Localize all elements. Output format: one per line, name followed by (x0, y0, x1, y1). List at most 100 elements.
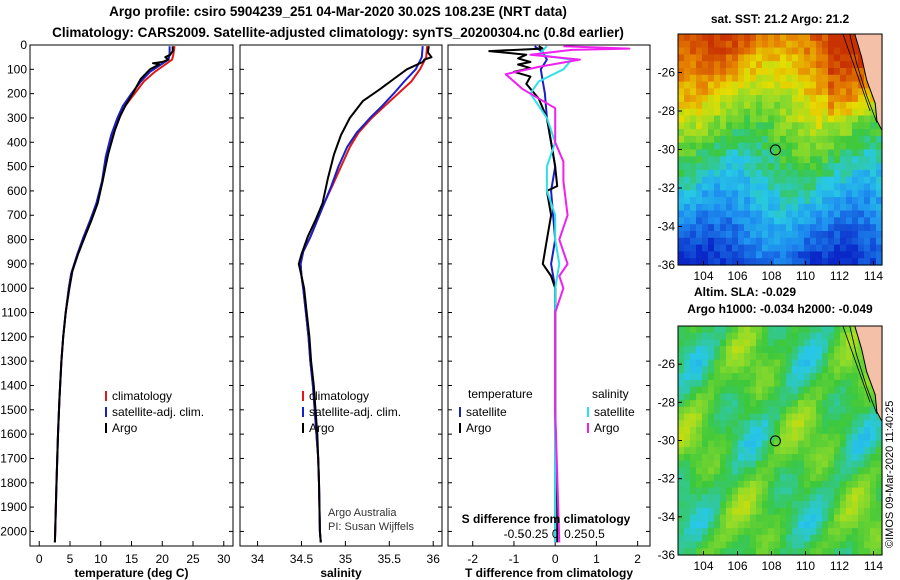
sst_map-cell (678, 135, 685, 144)
sst_map-cell (762, 176, 769, 185)
sla_map-cell (774, 487, 781, 495)
sla_map-cell (798, 339, 805, 347)
sst_map-cell (750, 74, 757, 83)
sla_map-cell (816, 326, 823, 334)
sst_map-cell (798, 108, 805, 117)
sla_map-cell (792, 393, 799, 401)
sla_map-contour (842, 325, 871, 403)
sla_map-cell (798, 373, 805, 381)
sst_map-cell (750, 149, 757, 157)
sst_map-cell (726, 224, 733, 232)
sla_map-cell (786, 467, 793, 475)
sla_map-cell (834, 352, 841, 361)
sst_map-cell (690, 95, 697, 103)
sst_map-cell (786, 61, 793, 69)
sla_map-cell (816, 494, 823, 502)
sla_map-cell (816, 393, 823, 401)
sla_map-cell (804, 413, 811, 421)
sst_map-cell (798, 81, 805, 89)
sst_map-cell (810, 210, 817, 218)
sla_map-cell (696, 433, 703, 442)
sla_map-cell (720, 406, 727, 415)
sst_map-cell (810, 95, 817, 103)
sst_map-cell (846, 74, 853, 83)
sst_map-cell (864, 156, 871, 164)
sla_map-cell (708, 359, 715, 367)
sst_map-cell (804, 169, 811, 178)
sst_map-cell (768, 224, 775, 232)
sst_map-cell (804, 190, 811, 198)
sla_map-cell (684, 413, 691, 421)
sst_map-cell (846, 190, 853, 198)
sst_map-cell (750, 176, 757, 185)
sla_map-cell (744, 467, 751, 475)
sst_map-cell (816, 34, 823, 42)
sla_map-cell (750, 440, 757, 448)
sst_map-cell (834, 47, 841, 55)
sla_map-cell (834, 386, 841, 394)
sst_map-cell (684, 244, 691, 252)
sla_map-cell (804, 386, 811, 394)
sla_map-cell (750, 454, 757, 462)
sst_map-cell (750, 156, 757, 164)
sst_map-cell (780, 74, 787, 83)
sla_map-lon-tick-label: 112 (830, 559, 849, 573)
sla_map-cell (684, 386, 691, 394)
sla_map-cell (822, 480, 829, 489)
sst_map-cell (678, 40, 685, 49)
sla_map-cell (750, 339, 757, 347)
sla_map-cell (756, 400, 763, 408)
sst_map-cell (786, 244, 793, 252)
sst_map-cell (738, 108, 745, 117)
sst_map-cell (750, 169, 757, 178)
sla_map-cell (720, 420, 727, 428)
sst_map-cell (834, 115, 841, 123)
sla_map-cell (846, 541, 853, 549)
sst_map-cell (828, 61, 835, 69)
sla_map-cell (810, 433, 817, 442)
sst_map-cell (768, 237, 775, 246)
sla_map-cell (876, 447, 883, 455)
sla_map-cell (708, 548, 715, 556)
sla_map-cell (696, 487, 703, 495)
sla_map-cell (678, 474, 685, 482)
sst_map-cell (804, 163, 811, 171)
sla_map-cell (864, 474, 871, 482)
sst_map-cell (774, 68, 781, 76)
sst_map-cell (858, 237, 865, 246)
sla_map-cell (852, 501, 859, 509)
sst_map-cell (786, 190, 793, 198)
sst_map-cell (690, 74, 697, 83)
sla_map-cell (870, 467, 877, 475)
sla_map-cell (846, 487, 853, 495)
sst_map-cell (696, 81, 703, 89)
sla_map-cell (816, 406, 823, 415)
sla_map-cell (726, 427, 733, 435)
sst_map-cell (714, 135, 721, 144)
sla_map-cell (810, 352, 817, 361)
sla_map-cell (732, 413, 739, 421)
sst_map-cell (768, 197, 775, 205)
sst_map-cell (810, 135, 817, 144)
sla_map-cell (738, 339, 745, 347)
sla_map-cell (714, 487, 721, 495)
sst_map-cell (810, 203, 817, 212)
sst_map-cell (762, 95, 769, 103)
sst_map-cell (756, 95, 763, 103)
sla_map-cell (714, 359, 721, 367)
sst_map-cell (768, 40, 775, 49)
sla_map-cell (762, 413, 769, 421)
sst_map-cell (834, 217, 841, 225)
sla_map-cell (750, 433, 757, 442)
sla_map-cell (828, 326, 835, 334)
sst_map-cell (780, 183, 787, 191)
sla_map-cell (858, 460, 865, 468)
sla_map-cell (822, 541, 829, 549)
sla_map-cell (750, 326, 757, 334)
sst_map-cell (774, 190, 781, 198)
sst_map-cell (696, 135, 703, 144)
sla_map-cell (804, 501, 811, 509)
sla_map-cell (744, 440, 751, 448)
sst_map-cell (810, 61, 817, 69)
sla_map-cell (744, 548, 751, 556)
